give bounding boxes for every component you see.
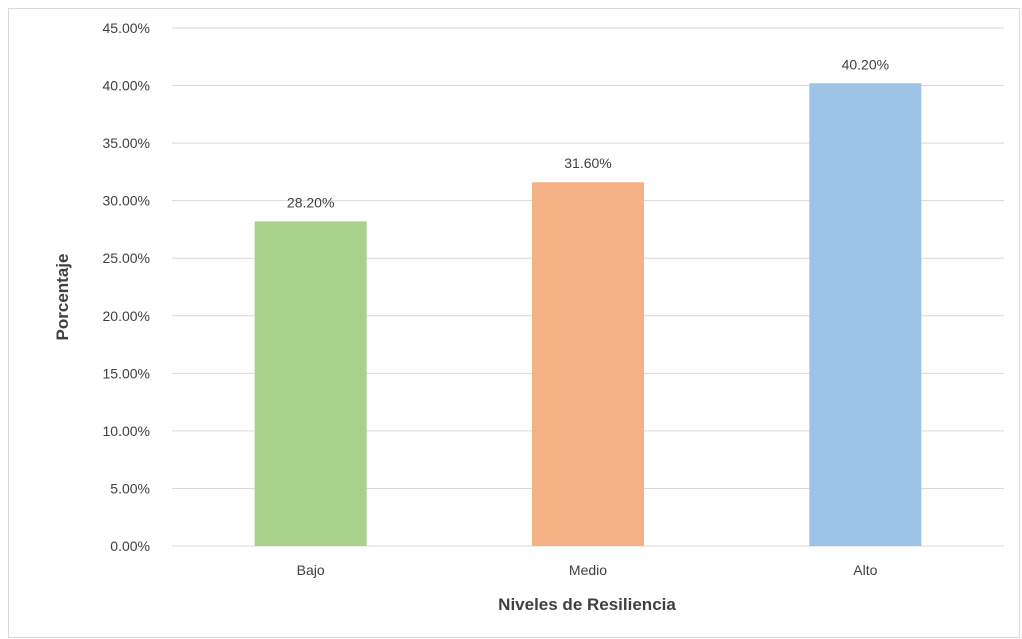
x-tick-label: Medio <box>569 562 607 578</box>
y-tick-label: 35.00% <box>103 135 150 151</box>
x-axis-tick-labels: Bajo Medio Alto <box>297 562 878 578</box>
y-tick-label: 30.00% <box>103 193 150 209</box>
data-label: 40.20% <box>842 56 889 72</box>
x-tick-label: Bajo <box>297 562 325 578</box>
data-label: 28.20% <box>287 194 334 210</box>
y-tick-label: 0.00% <box>110 538 150 554</box>
y-axis-title: Porcentaje <box>53 254 72 341</box>
y-tick-label: 40.00% <box>103 78 150 94</box>
bars <box>254 83 922 547</box>
y-tick-label: 20.00% <box>103 308 150 324</box>
bar-alto <box>809 83 922 547</box>
y-tick-label: 10.00% <box>103 423 150 439</box>
x-tick-label: Alto <box>853 562 877 578</box>
y-axis-tick-labels: 0.00% 5.00% 10.00% 15.00% 20.00% 25.00% 30.00%… <box>103 20 150 554</box>
y-tick-label: 45.00% <box>103 20 150 36</box>
bar-bajo <box>254 221 367 547</box>
y-tick-label: 15.00% <box>103 365 150 381</box>
bar-medio <box>532 182 644 546</box>
data-label: 31.60% <box>564 155 611 171</box>
data-labels: 28.20% 31.60% 40.20% <box>287 56 889 210</box>
x-axis-title: Niveles de Resiliencia <box>498 595 676 614</box>
y-tick-label: 5.00% <box>110 480 150 496</box>
y-tick-label: 25.00% <box>103 250 150 266</box>
